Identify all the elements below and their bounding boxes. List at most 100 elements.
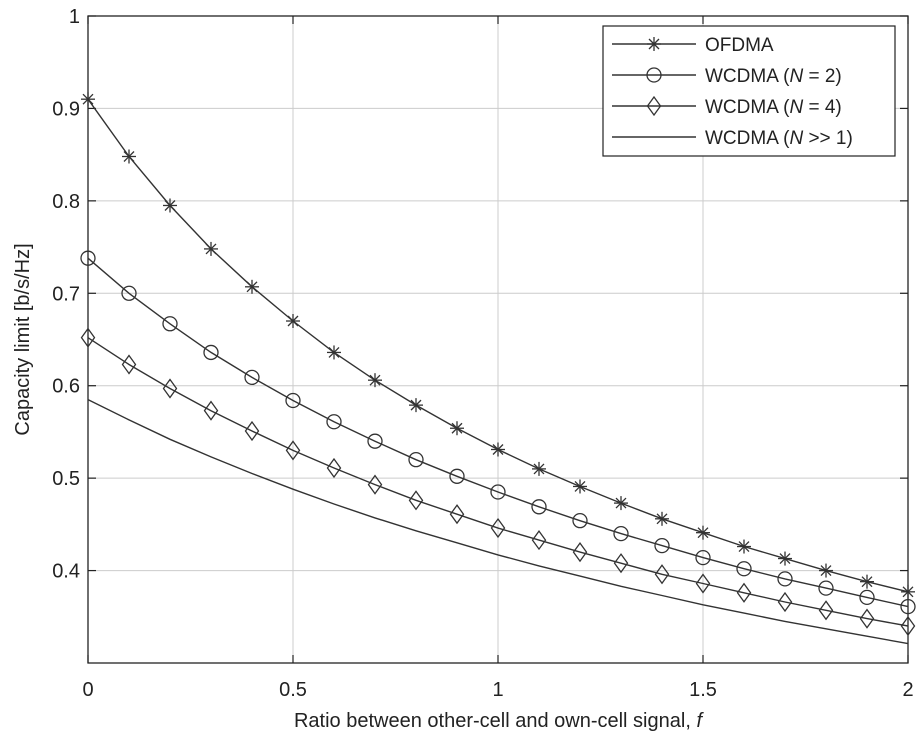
series-0	[81, 92, 915, 599]
series-0-point-9-stroke-3	[451, 422, 463, 434]
y-tick-label-1: 0.5	[52, 468, 80, 490]
series-layer	[80, 92, 916, 645]
x-tick-label-1: 0.5	[279, 679, 307, 701]
legend-label-1-part-2: = 2)	[803, 66, 842, 87]
series-0-point-13	[614, 496, 628, 511]
legend-label-2-part-1: N	[789, 97, 803, 118]
series-2-point-11	[531, 529, 547, 551]
series-0-point-6	[327, 345, 341, 360]
legend-label-0-part-0: OFDMA	[705, 35, 774, 56]
y-tick-label-2: 0.6	[52, 376, 80, 398]
legend-item-3: WCDMA (N >> 1)	[612, 128, 853, 149]
series-1-point-5	[285, 392, 301, 409]
legend-swatch-marker-2	[646, 95, 662, 117]
series-1-point-1	[121, 285, 137, 301]
legend-swatch-marker-0-stroke-3	[648, 38, 660, 50]
series-0-point-1-stroke-3	[123, 151, 135, 162]
series-0-point-6-stroke-3	[328, 346, 340, 358]
series-0-point-7	[368, 373, 382, 388]
series-2-point-16	[736, 582, 752, 603]
series-1-point-13	[613, 525, 629, 542]
series-0-point-5	[286, 314, 300, 329]
series-1-point-3	[203, 344, 219, 361]
series-2-point-14	[654, 564, 670, 585]
x-tick-label-3: 1.5	[689, 679, 717, 701]
y-axis-label: Capacity limit [b/s/Hz]	[12, 243, 34, 435]
x-tick-label-0: 0	[82, 679, 93, 701]
series-3-line	[87, 398, 909, 645]
series-0-point-5-stroke-3	[287, 315, 299, 327]
series-2-point-7	[367, 474, 383, 495]
series-2-point-4	[244, 420, 260, 442]
legend-label-3-part-0: WCDMA (	[705, 128, 790, 149]
series-0-point-7-stroke-3	[369, 374, 381, 386]
legend-label-0: OFDMA	[705, 35, 774, 56]
series-2-line	[87, 337, 909, 627]
series-0-point-2	[163, 198, 177, 213]
series-1-point-17	[777, 571, 793, 587]
legend-label-3-part-1: N	[789, 128, 803, 149]
legend-label-2: WCDMA (N = 4)	[705, 97, 842, 118]
series-0-point-8-stroke-3	[410, 399, 422, 411]
legend-swatch-marker-0	[647, 37, 661, 51]
x-tick-label-2: 1	[492, 679, 503, 701]
series-0-point-1	[122, 149, 136, 164]
series-2-point-10	[490, 517, 506, 539]
series-2-point-13	[613, 553, 629, 574]
series-0-point-3-stroke-3	[205, 243, 217, 255]
series-0-point-0-stroke-3	[82, 93, 94, 105]
series-2-point-17	[777, 591, 793, 613]
series-0-point-11	[532, 461, 546, 476]
series-0-point-14-stroke-3	[656, 513, 668, 525]
series-1-point-9	[449, 468, 465, 484]
legend-label-1: WCDMA (N = 2)	[705, 66, 842, 87]
series-2-point-18	[818, 600, 834, 621]
series-0-point-18-stroke-3	[820, 565, 832, 577]
series-1-point-6	[326, 414, 342, 430]
series-0-point-13-stroke-3	[615, 497, 627, 509]
series-0-point-4	[245, 279, 259, 294]
series-0-point-2-stroke-3	[164, 200, 176, 211]
x-axis-label-text: Ratio between other-cell and own-cell si…	[294, 710, 696, 732]
series-3	[87, 398, 909, 645]
series-0-point-11-stroke-3	[533, 463, 545, 475]
legend-swatch-marker-1	[646, 67, 662, 83]
legend-box	[602, 25, 896, 157]
legend-label-2-part-0: WCDMA (	[705, 97, 790, 118]
y-tick-label-3: 0.7	[52, 283, 80, 305]
series-2-point-0	[80, 327, 96, 348]
series-2-point-2	[162, 378, 178, 399]
series-2-point-6	[326, 457, 342, 479]
series-1-point-0	[80, 250, 96, 266]
series-1-point-12	[572, 513, 588, 529]
legend-label-3-part-2: >> 1)	[803, 128, 853, 149]
series-0-point-19-stroke-3	[861, 576, 873, 588]
series-0-point-17	[778, 551, 792, 566]
series-0-point-20	[901, 584, 915, 599]
series-0-point-19	[860, 574, 874, 589]
series-1-point-20	[900, 598, 916, 615]
legend-item-1: WCDMA (N = 2)	[612, 66, 842, 87]
legend-label-1-part-1: N	[789, 66, 803, 87]
series-1-point-19	[859, 589, 875, 606]
series-1-point-18	[818, 580, 834, 596]
series-2-point-12	[572, 541, 588, 563]
series-0-point-8	[409, 398, 423, 413]
series-1-line	[87, 257, 909, 608]
legend-item-0: OFDMA	[612, 35, 774, 56]
series-0-point-16-stroke-3	[738, 541, 750, 552]
legend-label-2-part-2: = 4)	[803, 97, 842, 118]
series-0-point-15-stroke-3	[697, 527, 709, 539]
series-1-point-10	[490, 484, 506, 500]
series-1-point-7	[367, 433, 383, 449]
series-0-point-17-stroke-3	[779, 553, 791, 565]
series-1-point-4	[244, 369, 260, 386]
series-0-point-12-stroke-3	[574, 481, 586, 492]
series-2-point-1	[121, 354, 137, 375]
series-2-point-5	[285, 440, 301, 461]
legend-label-3: WCDMA (N >> 1)	[705, 128, 853, 149]
series-0-point-10-stroke-3	[492, 444, 504, 455]
series-2-point-8	[408, 490, 424, 511]
legend-label-1-part-0: WCDMA (	[705, 66, 790, 87]
